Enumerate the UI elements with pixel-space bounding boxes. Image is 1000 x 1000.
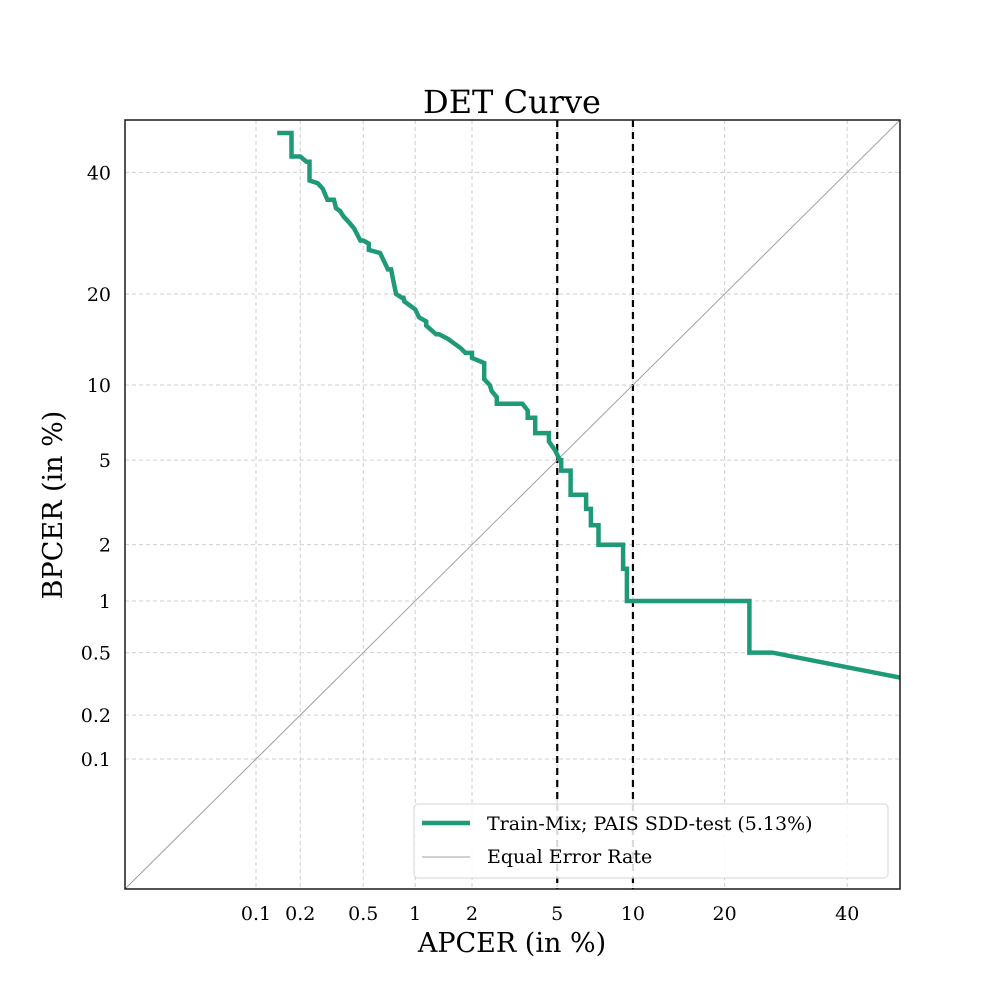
- y-tick-label: 5: [99, 450, 111, 472]
- y-tick-label: 10: [87, 375, 111, 397]
- y-ticks: 0.1 0.2 0.5 1 2 5 10 20 40: [81, 162, 111, 771]
- legend-label-det: Train-Mix; PAIS SDD-test (5.13%): [487, 813, 813, 835]
- legend: Train-Mix; PAIS SDD-test (5.13%) Equal Er…: [413, 803, 889, 879]
- legend-box: [413, 803, 889, 879]
- x-tick-label: 40: [835, 903, 859, 925]
- y-axis-label: BPCER (in %): [38, 411, 69, 600]
- x-tick-label: 0.5: [348, 903, 378, 925]
- x-tick-label: 0.1: [241, 903, 271, 925]
- chart-title: DET Curve: [423, 83, 601, 121]
- legend-label-eer: Equal Error Rate: [487, 846, 652, 868]
- y-tick-label: 0.2: [81, 705, 111, 727]
- plot-frame: [124, 119, 901, 890]
- y-tick-label: 0.5: [81, 643, 111, 665]
- y-tick-label: 20: [87, 284, 111, 306]
- y-tick-label: 1: [99, 591, 111, 613]
- x-tick-label: 5: [551, 903, 563, 925]
- series-layer: [124, 119, 901, 890]
- x-tick-label: 0.2: [285, 903, 315, 925]
- x-tick-label: 1: [409, 903, 421, 925]
- y-tick-label: 0.1: [81, 749, 111, 771]
- det-curve-line: [277, 130, 901, 680]
- reference-lines: [556, 120, 635, 889]
- x-tick-label: 2: [466, 903, 478, 925]
- x-axis-label: APCER (in %): [417, 928, 606, 959]
- x-tick-label: 10: [621, 903, 645, 925]
- y-tick-label: 2: [99, 535, 111, 557]
- equal-error-rate-line: [124, 119, 901, 890]
- x-tick-label: 20: [713, 903, 737, 925]
- y-tick-label: 40: [87, 162, 111, 184]
- x-ticks: 0.1 0.2 0.5 1 2 5 10 20 40: [241, 903, 859, 925]
